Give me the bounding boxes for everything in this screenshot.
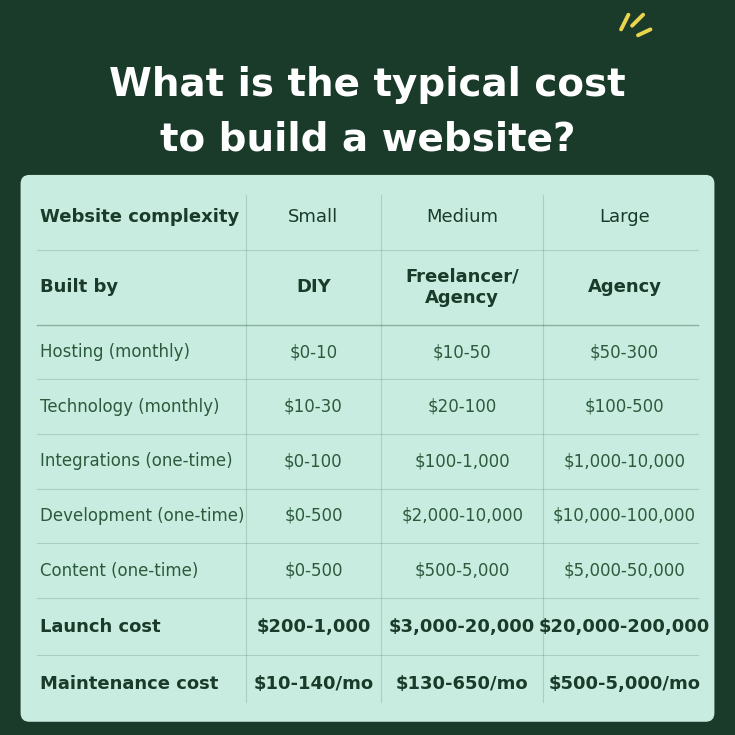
Text: $100-1,000: $100-1,000 — [415, 452, 510, 470]
Text: $10-140/mo: $10-140/mo — [254, 675, 373, 693]
Text: $2,000-10,000: $2,000-10,000 — [401, 507, 523, 525]
Text: Medium: Medium — [426, 208, 498, 226]
Text: Small: Small — [288, 208, 339, 226]
Text: DIY: DIY — [296, 279, 331, 296]
Text: $0-500: $0-500 — [284, 562, 343, 580]
Text: Hosting (monthly): Hosting (monthly) — [40, 343, 190, 361]
Text: $100-500: $100-500 — [584, 398, 664, 416]
Text: $3,000-20,000: $3,000-20,000 — [389, 617, 535, 636]
Text: What is the typical cost: What is the typical cost — [110, 65, 625, 104]
Text: Agency: Agency — [587, 279, 662, 296]
Text: $1,000-10,000: $1,000-10,000 — [564, 452, 686, 470]
FancyBboxPatch shape — [21, 175, 714, 722]
Text: Built by: Built by — [40, 279, 118, 296]
Text: $20-100: $20-100 — [428, 398, 497, 416]
Text: $50-300: $50-300 — [590, 343, 659, 361]
Text: $10-50: $10-50 — [433, 343, 492, 361]
Text: $5,000-50,000: $5,000-50,000 — [564, 562, 685, 580]
Text: $500-5,000/mo: $500-5,000/mo — [548, 675, 700, 693]
Text: Technology (monthly): Technology (monthly) — [40, 398, 220, 416]
Text: $130-650/mo: $130-650/mo — [396, 675, 528, 693]
Text: $200-1,000: $200-1,000 — [257, 617, 370, 636]
Text: $0-500: $0-500 — [284, 507, 343, 525]
Text: Maintenance cost: Maintenance cost — [40, 675, 219, 693]
Text: $500-5,000: $500-5,000 — [415, 562, 510, 580]
Text: Website complexity: Website complexity — [40, 208, 240, 226]
Text: Content (one-time): Content (one-time) — [40, 562, 198, 580]
Text: Launch cost: Launch cost — [40, 617, 161, 636]
Text: $10-30: $10-30 — [284, 398, 343, 416]
Text: to build a website?: to build a website? — [159, 121, 576, 159]
Text: Integrations (one-time): Integrations (one-time) — [40, 452, 233, 470]
Text: Large: Large — [599, 208, 650, 226]
Text: $20,000-200,000: $20,000-200,000 — [539, 617, 710, 636]
Text: Development (one-time): Development (one-time) — [40, 507, 245, 525]
Text: $0-100: $0-100 — [284, 452, 343, 470]
Text: $10,000-100,000: $10,000-100,000 — [553, 507, 696, 525]
Text: $0-10: $0-10 — [290, 343, 337, 361]
Text: Freelancer/
Agency: Freelancer/ Agency — [405, 268, 519, 307]
